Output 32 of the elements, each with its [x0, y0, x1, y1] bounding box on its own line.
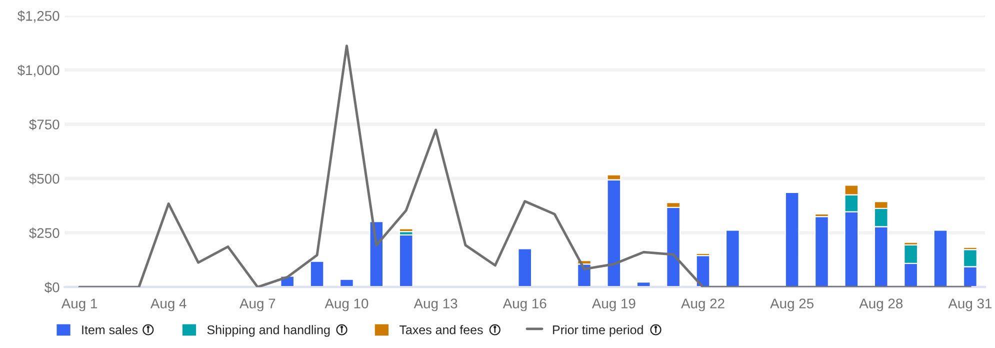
bar: [725, 230, 740, 288]
legend-label: Taxes and fees: [399, 325, 483, 334]
y-tick-label: $1,000: [17, 64, 60, 77]
bar: [933, 230, 948, 288]
bar: [398, 228, 414, 232]
x-tick-label: Aug 7: [240, 298, 276, 312]
x-tick-label: Aug 19: [592, 298, 636, 312]
y-tick-label: $500: [29, 173, 60, 185]
bar: [518, 248, 532, 288]
bar: [814, 216, 829, 288]
legend-label: Shipping and handling: [207, 325, 330, 337]
x-tick-label: Aug 4: [150, 298, 186, 312]
line-series: [78, 44, 972, 288]
bar: [339, 278, 354, 288]
x-tick-label: Aug 16: [502, 298, 546, 312]
x-tick-label: Aug 31: [948, 298, 992, 312]
x-tick-label: Aug 10: [324, 298, 368, 312]
y-tick-label: $750: [29, 118, 60, 130]
bar: [310, 260, 324, 288]
bar: [784, 192, 800, 288]
x-tick-label: Aug 25: [770, 298, 814, 312]
y-tick-label: $250: [29, 228, 60, 239]
y-tick-label: $0: [44, 282, 60, 294]
x-tick-label: Aug 1: [61, 298, 97, 312]
bar: [369, 220, 384, 288]
x-tick-label: Aug 13: [414, 298, 458, 312]
bar: [398, 234, 414, 288]
legend-label: Item sales: [82, 325, 138, 334]
x-tick-label: Aug 28: [859, 298, 903, 312]
x-tick-label: Aug 22: [681, 298, 724, 312]
legend-label: Prior time period: [553, 325, 643, 337]
y-tick-label: $1,250: [17, 10, 60, 22]
